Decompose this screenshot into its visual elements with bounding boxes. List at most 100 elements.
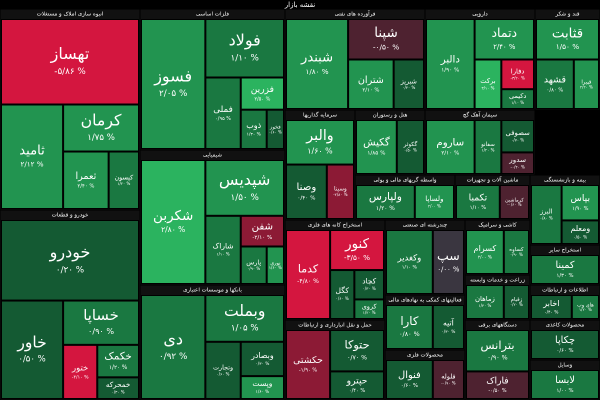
tile — [354, 299, 385, 320]
sector: دستگاههای برقی بترانس ۰/۹۰ % فاراک-۰/۵۰ % — [464, 319, 531, 400]
tile — [348, 19, 425, 60]
tile — [286, 19, 349, 109]
tile-change: ۱/۳۰ % — [247, 132, 261, 138]
tile-change: ۲/۱۲ % — [20, 160, 43, 169]
tile-name: اخابر — [542, 299, 559, 308]
sector-title: بیمه و بازنشستگی — [544, 177, 586, 184]
sector: محصولات فلزی فنوال ۰/۶۰ % فلوله-۰/۹۰ % — [384, 349, 466, 400]
tile-name: فخوز — [269, 125, 281, 131]
tile-name: تهساز — [50, 44, 90, 64]
tile-change: ۰/۹۰ % — [510, 252, 523, 257]
tile — [474, 19, 535, 60]
tile — [396, 120, 424, 174]
tile — [356, 120, 397, 174]
sector-title: فلزات اساسی — [196, 12, 229, 18]
tile-change: ۱/۱۰ % — [402, 265, 418, 271]
tile — [432, 360, 464, 399]
tile-change: ۱/۲۰ % — [117, 181, 130, 186]
tile-change: ۱/۹۰ % — [572, 206, 589, 212]
tile-change: ۲/۵۰ % — [254, 97, 270, 103]
tile-change: -۱/۹۰ % — [299, 368, 317, 374]
tile-change: -۲/۸۰ % — [333, 192, 348, 197]
sector: واسطه گریهای مالی و پولی ولپارس ۱/۲۰ % ولسا… — [354, 174, 456, 221]
sector: محصولات کاغذی چکاپا ۰/۶۰ % — [529, 319, 600, 361]
tile-name: کگل — [336, 286, 350, 295]
tile — [386, 230, 433, 294]
tile-name: زماهان — [475, 295, 495, 303]
sector-title: کاشی و سرامیک — [478, 222, 517, 229]
sector-title: سرمایه گذاریها — [303, 112, 337, 119]
tile — [501, 89, 534, 109]
tile-change: ۱/۷۵ % — [87, 133, 115, 143]
tile-change: ۲/۸۰ % — [161, 225, 185, 234]
tile-name: حپترو — [346, 376, 368, 387]
tile-name: شفن — [252, 222, 273, 233]
tile-change: ۱/۱۰ % — [511, 100, 524, 105]
tile-change: -۲/۱۰ % — [252, 235, 272, 241]
sector-title: محصولات فلزی — [407, 353, 443, 359]
tile-name: بپاس — [571, 193, 591, 204]
tile — [240, 77, 284, 110]
tile — [466, 230, 504, 274]
tile-name: شاراک — [213, 242, 234, 251]
sector-title: بانکها و موسسات اعتباری — [183, 287, 242, 294]
tile-name: گکوثر — [403, 140, 418, 148]
sector-title: شیمیایی — [203, 153, 222, 159]
tile-name: والبر — [305, 128, 333, 144]
tile-name: دفارا — [511, 67, 525, 75]
tile-name: وصنا — [297, 182, 317, 193]
tile — [330, 371, 385, 399]
tile-name: شبندر — [300, 51, 333, 66]
tile-change: ۰/۶۰ % — [401, 383, 418, 389]
tile — [205, 77, 241, 149]
tile-name: شپنا — [374, 25, 398, 41]
tile-change: ۰/۳۰ % — [441, 329, 455, 335]
tile — [1, 19, 139, 105]
tile-change: ۱/۵۰ % — [556, 42, 580, 51]
tile-name: خودرو — [49, 243, 91, 263]
tile-change: -۰/۵۰ % — [373, 42, 399, 51]
tile-change: ۰/۲۰ % — [56, 265, 84, 275]
tile-name: قثابت — [552, 26, 583, 41]
tile — [1, 220, 139, 301]
tile-name: کروی — [362, 302, 378, 310]
sector-title: زراعت و خدمات وابسته — [470, 278, 525, 284]
tile — [266, 246, 284, 285]
tile-name: سپ — [437, 248, 460, 263]
tile-name: کسرام — [474, 244, 497, 253]
tile-change: ۰/۴۰ % — [349, 388, 366, 394]
tile-change: ۲/۱۰ % — [362, 88, 379, 94]
tile — [330, 270, 355, 319]
tile-name: پارس — [246, 258, 261, 266]
tile — [240, 215, 284, 247]
tile-change: ۰/۸۰ % — [399, 330, 420, 338]
tile — [386, 305, 433, 349]
tile — [141, 160, 206, 284]
sector-title: فرآورده های نفتی — [335, 11, 376, 18]
tile — [426, 19, 475, 109]
tile-name: کدما — [298, 263, 319, 276]
tile — [501, 152, 534, 174]
tile-change: ۰/۹۰ % — [247, 266, 260, 271]
tile — [466, 330, 529, 372]
tile-change: ۱/۲۰ % — [363, 310, 376, 315]
tile-change: ۰/۹۵ % — [215, 116, 231, 122]
tile-change: ۰/۹۰ % — [88, 326, 114, 336]
tile-change: ۱/۲۰ % — [482, 147, 495, 152]
tile — [141, 295, 206, 399]
sector-title: حمل و نقل انبارداری و ارتباطات — [298, 323, 372, 329]
tile-change: ۰/۳۰ % — [112, 390, 125, 395]
tile — [205, 295, 285, 342]
tile-change: ۱/۶۰ % — [307, 146, 333, 155]
tile — [205, 160, 285, 216]
tile — [531, 370, 599, 399]
tile-change: -۴/۸۰ % — [297, 278, 319, 285]
sector-title: انبوه سازی املاک و مستغلات — [37, 11, 104, 18]
tile-change: ۰/۳۰ % — [255, 361, 269, 367]
tile-change: ۱/۱۰ % — [470, 205, 487, 211]
